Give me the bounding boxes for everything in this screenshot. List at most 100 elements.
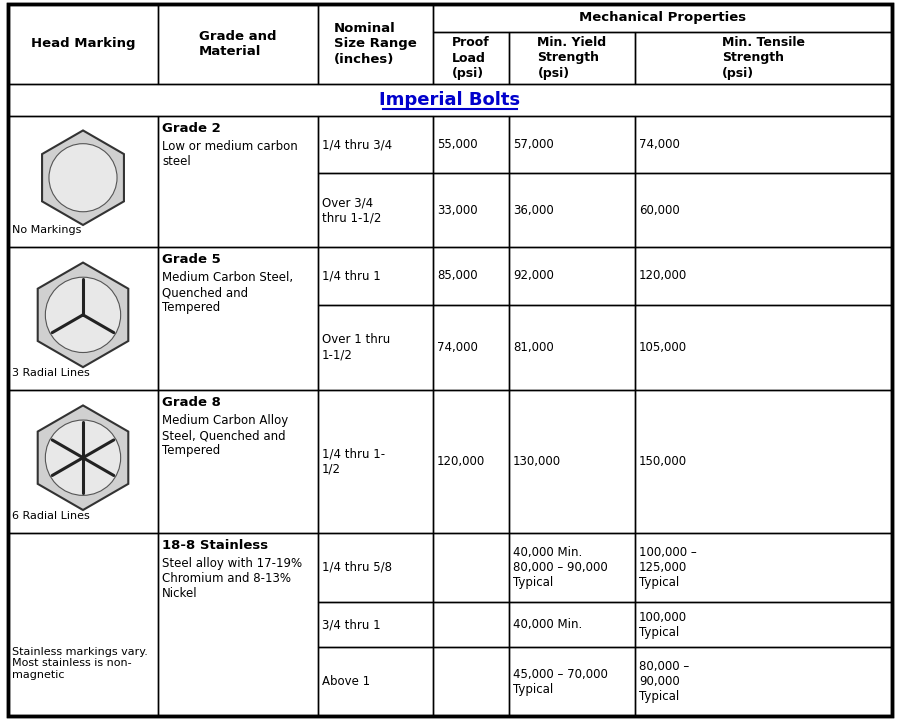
Bar bbox=[318, 390, 433, 533]
Text: 33,000: 33,000 bbox=[437, 203, 478, 216]
Text: 6 Radial Lines: 6 Radial Lines bbox=[12, 511, 90, 521]
Text: 74,000: 74,000 bbox=[639, 138, 680, 151]
Bar bbox=[509, 647, 635, 716]
Bar bbox=[509, 533, 635, 602]
Bar bbox=[433, 533, 509, 602]
Text: Imperial Bolts: Imperial Bolts bbox=[380, 91, 520, 109]
Polygon shape bbox=[42, 130, 124, 225]
Bar bbox=[433, 248, 509, 305]
Circle shape bbox=[45, 277, 121, 353]
Text: Medium Carbon Steel,
Quenched and
Tempered: Medium Carbon Steel, Quenched and Temper… bbox=[162, 272, 293, 314]
Text: 1/4 thru 1: 1/4 thru 1 bbox=[322, 269, 381, 282]
Text: Min. Tensile
Strength
(psi): Min. Tensile Strength (psi) bbox=[722, 36, 805, 80]
Text: Grade 5: Grade 5 bbox=[162, 253, 220, 266]
Text: 36,000: 36,000 bbox=[513, 203, 554, 216]
Bar bbox=[635, 533, 892, 602]
Bar bbox=[433, 390, 509, 533]
Bar bbox=[433, 4, 892, 32]
Text: 60,000: 60,000 bbox=[639, 203, 680, 216]
Bar bbox=[509, 32, 635, 84]
Bar bbox=[635, 32, 892, 84]
Polygon shape bbox=[38, 263, 129, 367]
Bar bbox=[318, 173, 433, 248]
Text: Grade and
Material: Grade and Material bbox=[199, 30, 277, 58]
Text: 18-8 Stainless: 18-8 Stainless bbox=[162, 539, 268, 552]
Bar bbox=[509, 116, 635, 173]
Text: 130,000: 130,000 bbox=[513, 455, 561, 468]
Text: 57,000: 57,000 bbox=[513, 138, 554, 151]
Bar bbox=[509, 305, 635, 390]
Text: Low or medium carbon
steel: Low or medium carbon steel bbox=[162, 140, 298, 168]
Text: 120,000: 120,000 bbox=[437, 455, 485, 468]
Text: No Markings: No Markings bbox=[12, 225, 81, 235]
Bar bbox=[635, 647, 892, 716]
Bar bbox=[8, 533, 158, 716]
Bar bbox=[318, 116, 433, 173]
Text: 150,000: 150,000 bbox=[639, 455, 687, 468]
Text: 3 Radial Lines: 3 Radial Lines bbox=[12, 369, 90, 378]
Bar bbox=[509, 173, 635, 248]
Text: 105,000: 105,000 bbox=[639, 341, 687, 354]
Text: 1/4 thru 5/8: 1/4 thru 5/8 bbox=[322, 561, 392, 574]
Circle shape bbox=[49, 143, 117, 211]
Text: 1/4 thru 1-
1/2: 1/4 thru 1- 1/2 bbox=[322, 447, 385, 476]
Text: 3/4 thru 1: 3/4 thru 1 bbox=[322, 618, 381, 631]
Bar bbox=[433, 305, 509, 390]
Bar bbox=[433, 647, 509, 716]
Bar bbox=[509, 602, 635, 647]
Bar bbox=[635, 248, 892, 305]
Bar bbox=[635, 390, 892, 533]
Bar bbox=[635, 173, 892, 248]
Text: Proof
Load
(psi): Proof Load (psi) bbox=[452, 36, 490, 80]
Bar bbox=[158, 116, 318, 248]
Bar bbox=[8, 248, 158, 390]
Bar bbox=[509, 390, 635, 533]
Text: 120,000: 120,000 bbox=[639, 269, 688, 282]
Text: 100,000 –
125,000
Typical: 100,000 – 125,000 Typical bbox=[639, 546, 697, 589]
Bar bbox=[433, 173, 509, 248]
Text: Above 1: Above 1 bbox=[322, 675, 370, 689]
Text: Grade 8: Grade 8 bbox=[162, 396, 220, 409]
Bar bbox=[509, 248, 635, 305]
Bar bbox=[158, 4, 318, 84]
Text: 74,000: 74,000 bbox=[437, 341, 478, 354]
Bar bbox=[318, 305, 433, 390]
Circle shape bbox=[45, 420, 121, 495]
Text: 81,000: 81,000 bbox=[513, 341, 554, 354]
Bar bbox=[318, 248, 433, 305]
Bar bbox=[318, 602, 433, 647]
Text: Head Marking: Head Marking bbox=[31, 38, 135, 51]
Text: 80,000 –
90,000
Typical: 80,000 – 90,000 Typical bbox=[639, 660, 689, 703]
Bar bbox=[8, 116, 158, 248]
Bar bbox=[158, 533, 318, 716]
Text: Mechanical Properties: Mechanical Properties bbox=[579, 12, 746, 25]
Text: Over 3/4
thru 1-1/2: Over 3/4 thru 1-1/2 bbox=[322, 196, 382, 224]
Bar bbox=[318, 533, 433, 602]
Text: 55,000: 55,000 bbox=[437, 138, 478, 151]
Text: 1/4 thru 3/4: 1/4 thru 3/4 bbox=[322, 138, 392, 151]
Bar bbox=[158, 390, 318, 533]
Text: Nominal
Size Range
(inches): Nominal Size Range (inches) bbox=[334, 22, 417, 65]
Bar bbox=[318, 4, 433, 84]
Bar bbox=[433, 602, 509, 647]
Bar bbox=[635, 305, 892, 390]
Text: Medium Carbon Alloy
Steel, Quenched and
Tempered: Medium Carbon Alloy Steel, Quenched and … bbox=[162, 414, 288, 458]
Text: 92,000: 92,000 bbox=[513, 269, 554, 282]
Text: 40,000 Min.
80,000 – 90,000
Typical: 40,000 Min. 80,000 – 90,000 Typical bbox=[513, 546, 608, 589]
Polygon shape bbox=[38, 405, 129, 510]
Bar bbox=[158, 248, 318, 390]
Bar bbox=[635, 602, 892, 647]
Text: Min. Yield
Strength
(psi): Min. Yield Strength (psi) bbox=[537, 36, 607, 80]
Bar bbox=[8, 390, 158, 533]
Text: 100,000
Typical: 100,000 Typical bbox=[639, 610, 687, 639]
Text: Steel alloy with 17-19%
Chromium and 8-13%
Nickel: Steel alloy with 17-19% Chromium and 8-1… bbox=[162, 557, 302, 600]
Text: Grade 2: Grade 2 bbox=[162, 122, 220, 135]
Bar bbox=[635, 116, 892, 173]
Bar bbox=[433, 32, 509, 84]
Text: 85,000: 85,000 bbox=[437, 269, 478, 282]
Text: Over 1 thru
1-1/2: Over 1 thru 1-1/2 bbox=[322, 334, 391, 361]
Bar bbox=[8, 84, 892, 116]
Text: 40,000 Min.: 40,000 Min. bbox=[513, 618, 582, 631]
Bar bbox=[318, 647, 433, 716]
Text: Stainless markings vary.
Most stainless is non-
magnetic: Stainless markings vary. Most stainless … bbox=[12, 647, 148, 680]
